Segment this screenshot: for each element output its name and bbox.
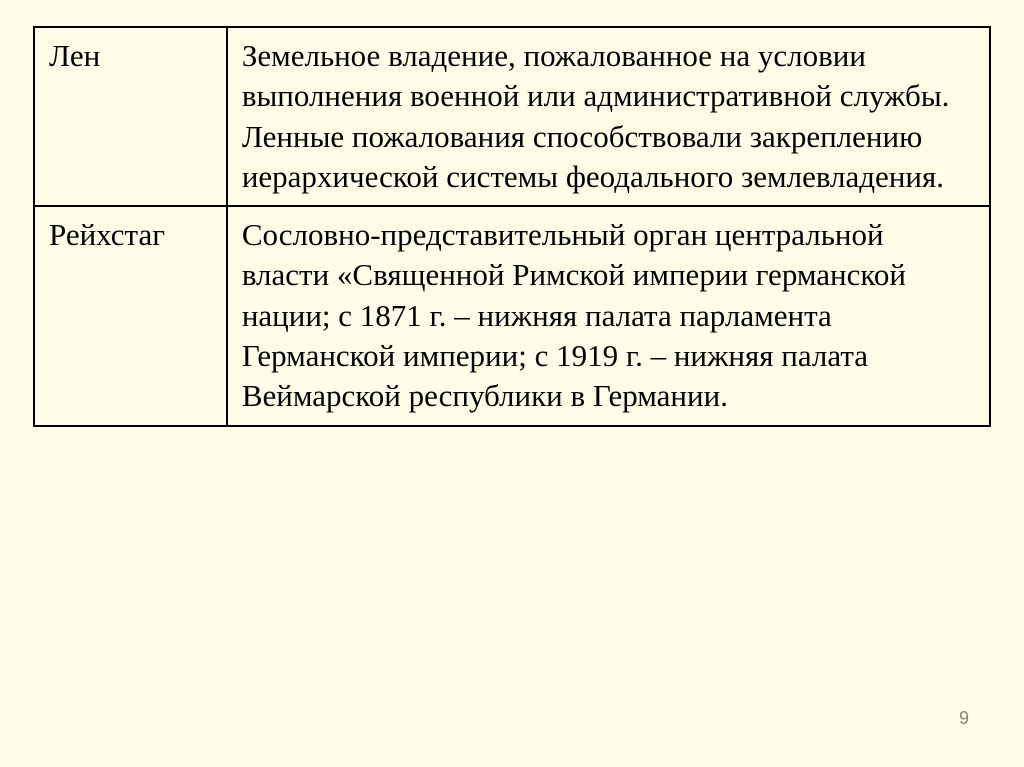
- definitions-table: Лен Земельное владение, пожалованное на …: [33, 26, 991, 427]
- definitions-table-container: Лен Земельное владение, пожалованное на …: [33, 26, 991, 427]
- definition-cell: Сословно-представительный орган централь…: [227, 206, 990, 425]
- definition-cell: Земельное владение, пожалованное на усло…: [227, 27, 990, 206]
- table-row: Лен Земельное владение, пожалованное на …: [34, 27, 990, 206]
- page-number: 9: [959, 708, 969, 729]
- term-cell: Рейхстаг: [34, 206, 227, 425]
- term-cell: Лен: [34, 27, 227, 206]
- table-row: Рейхстаг Сословно-представительный орган…: [34, 206, 990, 425]
